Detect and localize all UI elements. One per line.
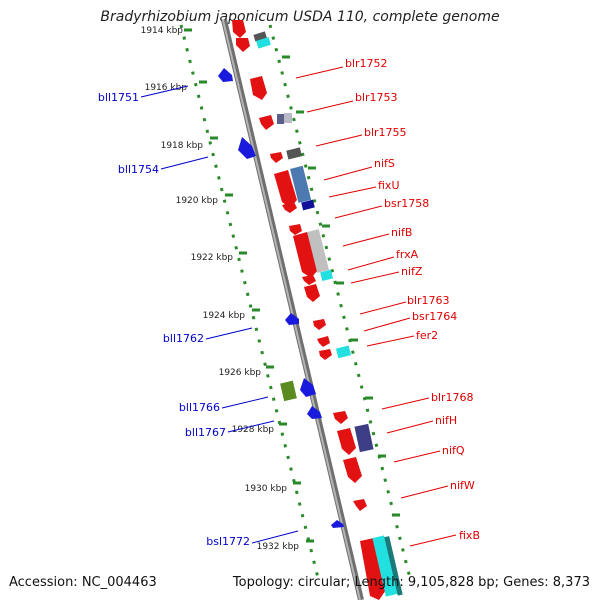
gene-label-blr1768[interactable]: blr1768 — [431, 391, 474, 404]
gene-arrow[interactable] — [232, 20, 246, 38]
reverse-gene-labels: bll1751 bll1754 bll1762 bll1766 bll1767 … — [98, 85, 299, 548]
gene-arrow[interactable] — [300, 378, 316, 397]
gene-arrow[interactable] — [218, 68, 233, 82]
gene-arrow[interactable] — [353, 499, 367, 511]
gene-label-nifH[interactable]: nifH — [435, 414, 457, 427]
gene-label-bll1762[interactable]: bll1762 — [163, 332, 204, 345]
gene-label-nifQ[interactable]: nifQ — [442, 444, 465, 457]
gene-box[interactable] — [384, 536, 403, 596]
gene-arrow[interactable] — [289, 224, 302, 235]
gene-arrow[interactable] — [274, 170, 297, 208]
gene-label-fixU[interactable]: fixU — [378, 179, 400, 192]
gene-label-bsr1758[interactable]: bsr1758 — [384, 197, 429, 210]
gene-label-nifS[interactable]: nifS — [374, 157, 395, 170]
ruler-rails — [179, 24, 412, 579]
gene-box[interactable] — [301, 199, 315, 211]
genome-backbone — [221, 19, 364, 600]
gene-label-nifW[interactable]: nifW — [450, 479, 475, 492]
ruler-tick-marks — [184, 28, 400, 543]
gene-label-bll1766[interactable]: bll1766 — [179, 401, 220, 414]
forward-strand-genes — [232, 20, 403, 600]
gene-label-blr1753[interactable]: blr1753 — [355, 91, 398, 104]
tick-label: 1920 kbp — [176, 196, 219, 206]
gene-arrow[interactable] — [333, 411, 348, 424]
gene-arrow[interactable] — [282, 202, 297, 213]
gene-label-nifB[interactable]: nifB — [391, 226, 412, 239]
gene-arrow[interactable] — [259, 115, 274, 130]
gene-arrow[interactable] — [319, 349, 332, 360]
genome-title: Bradyrhizobium japonicum USDA 110, compl… — [100, 9, 500, 25]
gene-label-blr1755[interactable]: blr1755 — [364, 126, 407, 139]
gene-box[interactable] — [354, 423, 374, 453]
gene-label-bsr1764[interactable]: bsr1764 — [412, 310, 457, 323]
gene-arrow[interactable] — [317, 336, 330, 347]
gene-box[interactable] — [280, 380, 297, 402]
tick-label: 1914 kbp — [141, 26, 184, 36]
gene-box[interactable] — [320, 269, 334, 282]
gene-label-fixB[interactable]: fixB — [459, 529, 480, 542]
accession-text: Accession: NC_004463 — [9, 575, 157, 590]
gene-arrow[interactable] — [238, 137, 256, 159]
gene-label-bll1751[interactable]: bll1751 — [98, 91, 139, 104]
gene-arrow[interactable] — [270, 152, 283, 163]
genome-summary-text: Topology: circular; Length: 9,105,828 bp… — [232, 575, 590, 590]
gene-arrow[interactable] — [236, 38, 250, 52]
gene-label-bll1754[interactable]: bll1754 — [118, 163, 159, 176]
gene-label-nifZ[interactable]: nifZ — [401, 265, 423, 278]
reverse-strand-genes — [218, 68, 344, 528]
gene-arrow[interactable] — [313, 319, 326, 330]
gene-box[interactable] — [335, 345, 352, 359]
gene-arrow[interactable] — [302, 275, 316, 285]
tick-label: 1916 kbp — [145, 83, 188, 93]
forward-gene-labels: blr1752 blr1753 blr1755 nifS fixU bsr175… — [295, 57, 480, 547]
tick-label: 1930 kbp — [245, 484, 288, 494]
gene-arrow[interactable] — [331, 520, 344, 528]
gene-box[interactable] — [277, 114, 284, 124]
tick-label: 1932 kbp — [257, 542, 300, 552]
gene-arrow[interactable] — [293, 232, 318, 278]
gene-arrow[interactable] — [360, 538, 386, 600]
tick-label: 1918 kbp — [161, 141, 204, 151]
gene-box[interactable] — [372, 535, 398, 597]
gene-label-blr1763[interactable]: blr1763 — [407, 294, 450, 307]
gene-box[interactable] — [290, 165, 312, 203]
gene-label-blr1752[interactable]: blr1752 — [345, 57, 388, 70]
gene-arrow[interactable] — [285, 313, 299, 325]
tick-label: 1926 kbp — [219, 368, 262, 378]
gene-arrow[interactable] — [304, 284, 320, 302]
gene-label-bsl1772[interactable]: bsl1772 — [206, 535, 250, 548]
gene-box[interactable] — [284, 113, 292, 123]
left-ruler-rail — [179, 24, 320, 579]
gene-box[interactable] — [286, 147, 303, 160]
gene-arrow[interactable] — [337, 428, 356, 455]
gene-label-bll1767[interactable]: bll1767 — [185, 426, 226, 439]
tick-label: 1928 kbp — [232, 425, 275, 435]
ruler-tick-labels: 1914 kbp 1916 kbp 1918 kbp 1920 kbp 1922… — [141, 26, 300, 552]
gene-label-frxA[interactable]: frxA — [396, 248, 419, 261]
gene-arrow[interactable] — [307, 406, 322, 419]
gene-label-fer2[interactable]: fer2 — [416, 329, 438, 342]
gene-box[interactable] — [256, 37, 271, 49]
gene-arrow[interactable] — [250, 76, 267, 100]
gene-box[interactable] — [307, 229, 329, 273]
tick-label: 1924 kbp — [203, 311, 246, 321]
tick-label: 1922 kbp — [191, 253, 234, 263]
gene-arrow[interactable] — [343, 457, 362, 483]
